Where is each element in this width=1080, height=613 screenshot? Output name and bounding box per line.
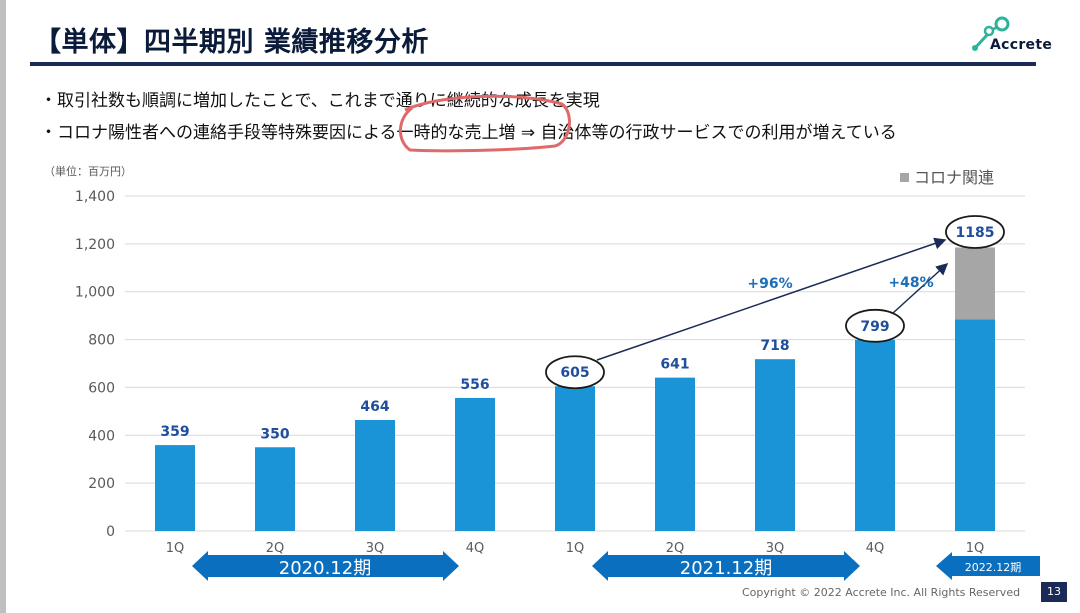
bar	[655, 377, 695, 531]
bar-value-label: 718	[760, 338, 789, 354]
x-tick-label: 4Q	[866, 541, 885, 556]
bar	[755, 359, 795, 531]
y-tick-label: 800	[88, 333, 115, 349]
bar-value-label: 605	[560, 365, 589, 381]
y-tick-label: 1,000	[75, 285, 115, 301]
slide-title: 【単体】四半期別 業績推移分析	[34, 27, 429, 58]
bar	[555, 386, 595, 531]
bar-value-label: 350	[260, 426, 289, 442]
legend-label: コロナ関連	[914, 168, 994, 187]
slide-left-edge	[0, 0, 6, 613]
x-tick-label: 1Q	[166, 541, 185, 556]
x-tick-label: 4Q	[466, 541, 485, 556]
period-label: 2022.12期	[965, 561, 1022, 574]
unit-label: （単位：百万円）	[44, 164, 132, 178]
bar-value-label: 464	[360, 399, 389, 415]
x-tick-label: 3Q	[766, 541, 785, 556]
bar	[955, 319, 995, 531]
y-tick-label: 200	[88, 476, 115, 492]
bar-value-label: 641	[660, 357, 689, 373]
y-tick-label: 600	[88, 380, 115, 396]
period-arrow	[592, 551, 860, 581]
growth-label: +96%	[747, 276, 792, 292]
bar-value-label: 799	[860, 319, 889, 335]
period-label: 2020.12期	[279, 558, 371, 579]
bar-value-label: 1185	[956, 225, 995, 241]
bar	[155, 445, 195, 531]
legend-swatch	[900, 173, 909, 182]
y-tick-label: 1,400	[75, 189, 115, 205]
bar-corona	[955, 247, 995, 320]
label-circle-annotation	[545, 355, 605, 390]
y-tick-label: 0	[106, 524, 115, 540]
bar	[455, 397, 495, 531]
highlight-circle-annotation	[399, 94, 571, 153]
bar	[255, 447, 295, 531]
period-arrow	[936, 552, 1040, 580]
bar	[355, 419, 395, 531]
y-tick-label: 400	[88, 428, 115, 444]
x-tick-label: 2Q	[266, 541, 285, 556]
period-label: 2021.12期	[680, 558, 772, 579]
growth-arrow	[892, 262, 949, 314]
x-tick-label: 3Q	[366, 541, 385, 556]
logo-text: Accrete	[990, 37, 1053, 53]
x-tick-label: 1Q	[966, 541, 985, 556]
x-tick-label: 1Q	[566, 541, 585, 556]
accrete-logo-icon	[972, 16, 1010, 51]
growth-label: +48%	[888, 275, 933, 291]
bullet-growth: ・取引社数も順調に増加したことで、これまで通りに継続的な成長を実現	[40, 91, 600, 111]
bar-value-label: 556	[460, 377, 489, 393]
copyright-text: Copyright © 2022 Accrete Inc. All Rights…	[742, 586, 1021, 599]
bar	[855, 339, 895, 531]
x-tick-label: 2Q	[666, 541, 685, 556]
label-circle-annotation	[945, 215, 1005, 249]
label-circle-annotation	[845, 308, 905, 343]
page-number: 13	[1041, 582, 1067, 602]
bullet-corona: ・コロナ陽性者への連絡手段等特殊要因による一時的な売上増 ⇒ 自治体等の行政サー…	[40, 123, 897, 143]
bar-value-label: 359	[160, 424, 189, 440]
y-tick-label: 1,200	[75, 237, 115, 253]
period-arrow	[192, 551, 459, 581]
growth-arrow	[596, 237, 947, 361]
title-underline	[30, 62, 1036, 66]
